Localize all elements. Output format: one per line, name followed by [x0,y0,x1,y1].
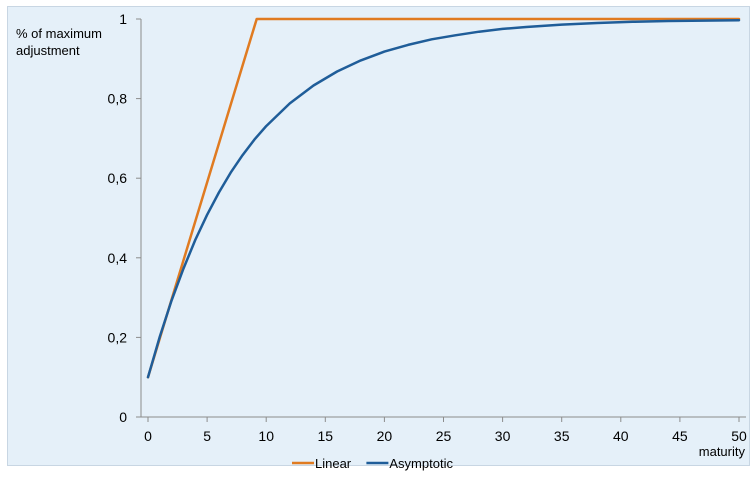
x-tick-label: 10 [258,428,274,444]
x-tick-label: 40 [613,428,629,444]
chart-labels: 00,20,40,60,810 5 10 15 20 25 30 35 40 45 50% of m… [16,11,747,459]
y-tick-label: 0,8 [108,91,128,107]
y-tick-label: 0,2 [108,329,128,345]
chart-legend: Linear Asymptotic [292,456,453,471]
x-tick-label: 50 [731,428,747,444]
legend-label-linear: Linear [315,456,352,471]
y-tick-label: 0,4 [108,250,128,266]
chart-series-layer [146,17,741,379]
y-tick-label: 0 [119,409,127,425]
x-tick-label: 30 [495,428,511,444]
x-tick-label: 5 [203,428,211,444]
x-tick-label: 45 [672,428,688,444]
y-tick-label: 1 [119,11,127,27]
series-line-asymptotic [146,18,741,379]
chart-frame [7,6,750,466]
x-tick-label: 35 [554,428,570,444]
x-tick-label: 15 [318,428,334,444]
x-tick-label: 25 [436,428,452,444]
y-axis-title: adjustment [16,43,80,58]
chart-axes [136,18,746,422]
y-axis-title: % of maximum [16,26,102,41]
x-axis-title: maturity [699,444,746,459]
series-line-linear [146,17,741,379]
x-tick-label: 0 [144,428,152,444]
y-tick-label: 0,6 [108,170,128,186]
x-tick-label: 20 [377,428,393,444]
legend-label-asymptotic: Asymptotic [389,456,453,471]
